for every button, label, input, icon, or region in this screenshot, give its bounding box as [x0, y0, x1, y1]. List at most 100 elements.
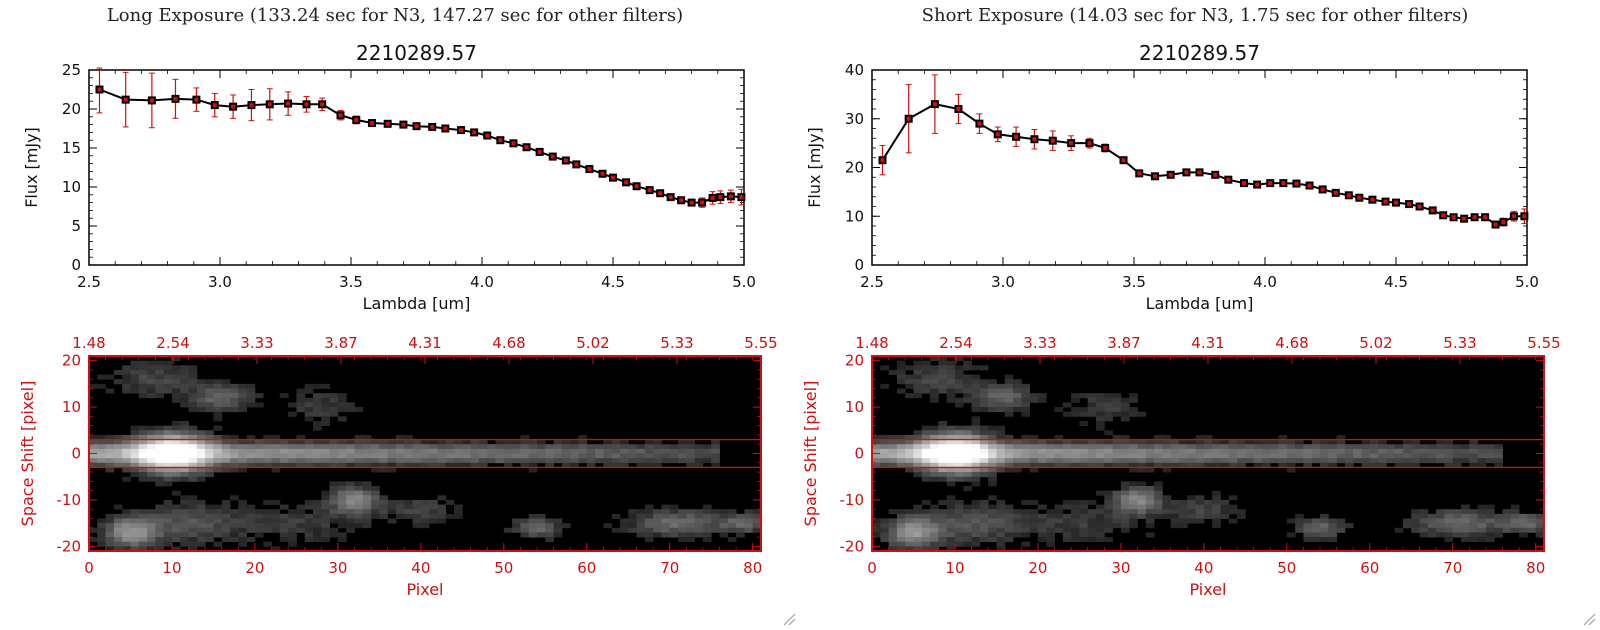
image-pixel	[1145, 518, 1155, 524]
image-pixel	[963, 527, 972, 533]
image-pixel	[1154, 499, 1163, 505]
resize-grip-icon[interactable]	[782, 612, 796, 626]
image-pixel	[880, 448, 889, 454]
image-pixel	[254, 462, 264, 468]
image-pixel	[188, 383, 198, 389]
image-pixel	[395, 439, 405, 445]
resize-grip-icon[interactable]	[1582, 612, 1596, 626]
image-pixel	[105, 388, 115, 394]
image-pixel	[537, 527, 546, 533]
image-pixel	[337, 402, 347, 408]
image-x-tick-label: 80	[743, 559, 762, 577]
image-pixel	[313, 513, 322, 519]
image-pixel	[913, 523, 923, 529]
image-pixel	[979, 397, 989, 403]
image-pixel	[1029, 453, 1039, 459]
image-pixel	[963, 379, 972, 385]
image-pixel	[1444, 439, 1454, 445]
image-pixel	[97, 523, 106, 529]
image-pixel	[1112, 393, 1122, 399]
image-pixel	[930, 379, 939, 385]
image-pixel	[1444, 448, 1454, 454]
image-pixel	[296, 444, 306, 450]
image-pixel	[905, 513, 914, 519]
image-pixel	[938, 458, 948, 464]
image-pixel	[1021, 383, 1031, 389]
image-pixel	[213, 448, 223, 454]
image-pixel	[711, 458, 720, 464]
image-x-tick-label: 10	[945, 559, 964, 577]
image-pixel	[971, 518, 981, 524]
image-pixel	[694, 513, 704, 519]
image-pixel	[946, 537, 956, 543]
image-pixel	[1178, 513, 1188, 519]
image-pixel	[180, 504, 189, 510]
image-pixel	[1303, 518, 1313, 524]
image-pixel	[880, 365, 889, 371]
image-pixel	[1195, 444, 1205, 450]
image-pixel	[1494, 458, 1503, 464]
long-exposure-title: Long Exposure (133.24 sec for N3, 147.27…	[106, 5, 684, 26]
image-pixel	[979, 523, 989, 529]
image-pixel	[1328, 532, 1337, 538]
image-pixel	[1145, 453, 1155, 459]
image-pixel	[553, 523, 563, 529]
image-pixel	[163, 518, 173, 524]
data-point-core	[1511, 214, 1516, 219]
image-pixel	[1079, 458, 1089, 464]
image-pixel	[429, 518, 438, 524]
image-pixel	[246, 439, 256, 445]
image-pixel	[429, 453, 438, 459]
image-pixel	[188, 374, 198, 380]
image-pixel	[1004, 462, 1014, 468]
image-pixel	[686, 537, 696, 543]
image-pixel	[954, 532, 964, 538]
image-pixel	[196, 532, 206, 538]
image-pixel	[686, 518, 696, 524]
image-pixel	[205, 383, 214, 389]
image-pixel	[553, 458, 563, 464]
image-pixel	[1527, 518, 1537, 524]
image-pixel	[946, 527, 956, 533]
image-pixel	[930, 472, 939, 478]
image-pixel	[155, 518, 165, 524]
image-pixel	[1253, 458, 1263, 464]
image-pixel	[171, 472, 181, 478]
image-pixel	[113, 546, 123, 552]
image-pixel	[1228, 453, 1238, 459]
image-pixel	[1436, 439, 1445, 445]
image-pixel	[1469, 444, 1479, 450]
image-pixel	[971, 509, 981, 515]
image-pixel	[238, 523, 248, 529]
image-pixel	[1013, 453, 1022, 459]
image-pixel	[1311, 537, 1321, 543]
image-pixel	[1527, 513, 1537, 519]
image-pixel	[1461, 504, 1470, 510]
image-pixel	[971, 434, 981, 440]
image-pixel	[238, 439, 248, 445]
image-pixel	[213, 434, 223, 440]
image-pixel	[1104, 462, 1113, 468]
image-pixel	[1237, 444, 1246, 450]
image-pixel	[1129, 486, 1138, 492]
image-pixel	[1071, 397, 1080, 403]
image-pixel	[1145, 448, 1155, 454]
image-pixel	[1029, 513, 1039, 519]
image-pixel	[180, 476, 189, 482]
image-pixel	[611, 439, 621, 445]
image-pixel	[155, 453, 165, 459]
spectrum-title: 2210289.57	[356, 41, 477, 65]
image-pixel	[445, 462, 455, 468]
image-pixel	[963, 532, 972, 538]
image-pixel	[996, 532, 1006, 538]
image-pixel	[1071, 513, 1080, 519]
image-pixel	[1004, 379, 1014, 385]
image-pixel	[661, 513, 671, 519]
image-pixel	[996, 462, 1006, 468]
image-pixel	[1303, 448, 1313, 454]
image-pixel	[1004, 407, 1014, 413]
image-pixel	[188, 532, 198, 538]
image-pixel	[1253, 448, 1263, 454]
image-pixel	[1212, 444, 1221, 450]
image-pixel	[371, 513, 380, 519]
